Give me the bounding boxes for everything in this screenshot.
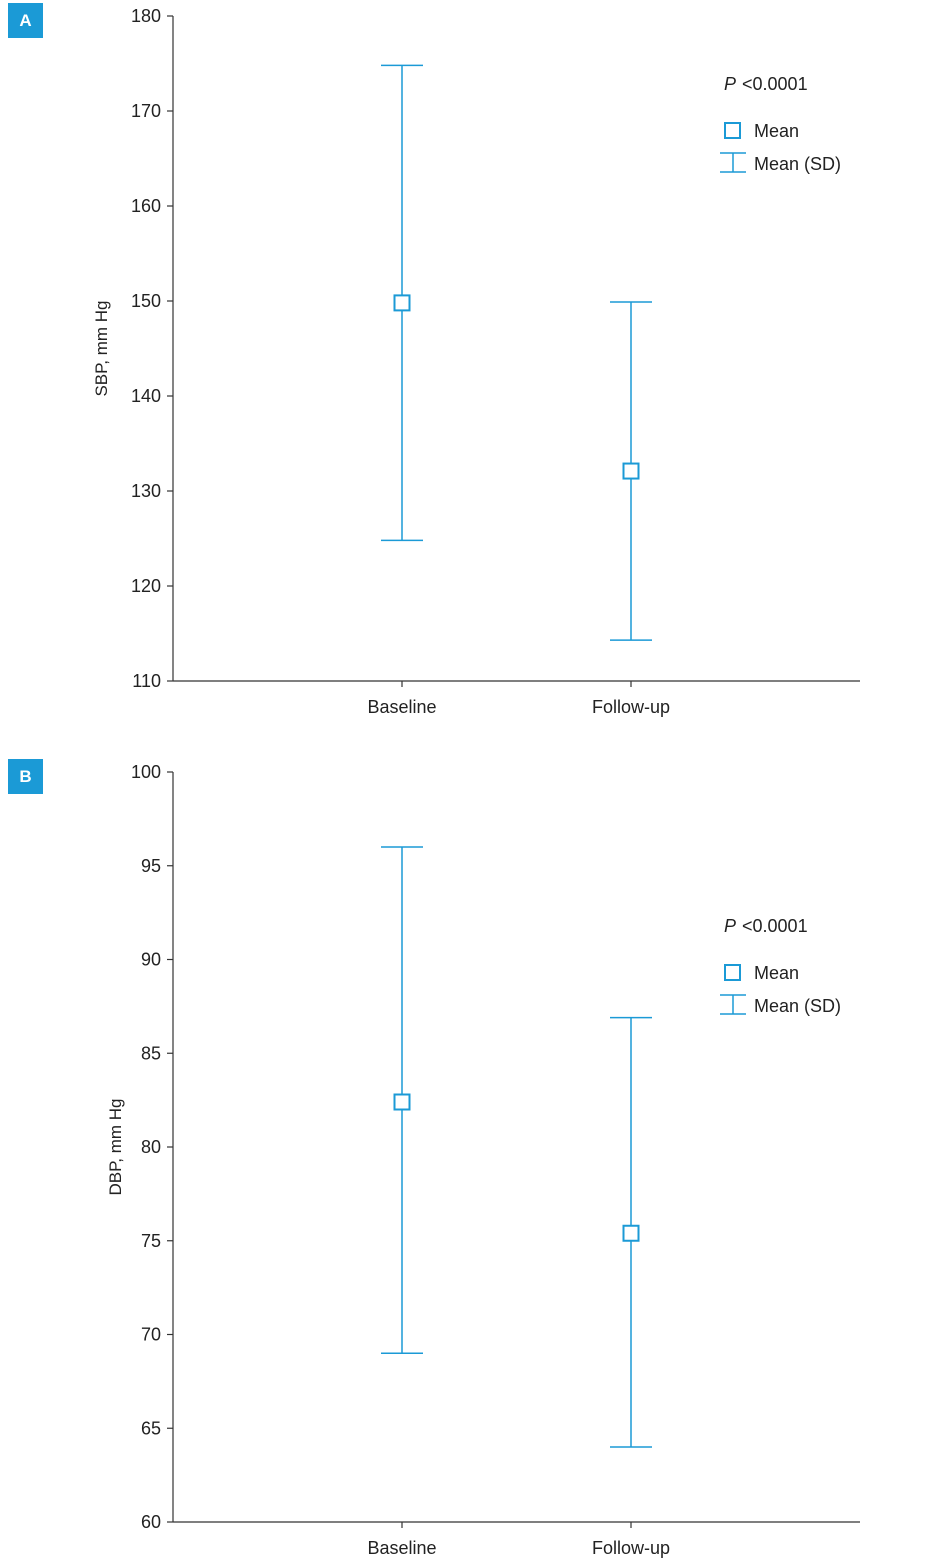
y-tick-label: 100 — [131, 762, 161, 782]
p-symbol: P — [724, 74, 736, 94]
legend-mean-swatch — [724, 964, 741, 981]
y-tick-label: 65 — [141, 1418, 161, 1438]
panel-label-b: B — [8, 759, 43, 794]
y-tick-label: 75 — [141, 1231, 161, 1251]
mean-marker — [393, 294, 411, 312]
y-tick-label: 180 — [131, 6, 161, 26]
p-value-annotation: P <0.0001 — [724, 74, 808, 94]
p-value-annotation: P <0.0001 — [724, 916, 808, 936]
x-tick-label: Follow-up — [592, 1538, 670, 1558]
y-tick-label: 160 — [131, 196, 161, 216]
chart-svg-a: 110 120 130 140 150 160 170 180 SBP, mm Hg Baseli… — [92, 6, 860, 717]
y-tick-label: 70 — [141, 1325, 161, 1345]
y-tick-label: 95 — [141, 856, 161, 876]
p-text: <0.0001 — [742, 74, 808, 94]
y-axis-title: SBP, mm Hg — [92, 300, 111, 396]
y-tick-label: 60 — [141, 1512, 161, 1532]
y-tick-label: 150 — [131, 291, 161, 311]
chart-panel-a: A 110 120 130 140 150 160 170 180 SBP, mm Hg Base… — [0, 0, 951, 740]
y-tick-label: 110 — [132, 671, 161, 691]
mean-marker — [622, 1224, 640, 1242]
mean-marker — [622, 462, 640, 480]
p-symbol: P — [724, 916, 736, 936]
legend-mean-label: Mean — [754, 121, 799, 141]
y-tick-label: 90 — [141, 950, 161, 970]
mean-marker — [393, 1093, 411, 1111]
legend-mean-label: Mean — [754, 963, 799, 983]
y-tick-label: 140 — [131, 386, 161, 406]
legend-sd-label: Mean (SD) — [754, 996, 841, 1016]
y-tick-label: 170 — [131, 101, 161, 121]
y-tick-label: 85 — [141, 1043, 161, 1063]
y-axis-title: DBP, mm Hg — [106, 1099, 125, 1196]
p-text: <0.0001 — [742, 916, 808, 936]
chart-panel-b: B 60 65 70 75 80 85 90 95 100 DBP, mm Hg Baseline F… — [0, 740, 951, 1560]
x-tick-label: Baseline — [367, 697, 436, 717]
legend-sd-label: Mean (SD) — [754, 154, 841, 174]
x-tick-label: Baseline — [367, 1538, 436, 1558]
x-tick-label: Follow-up — [592, 697, 670, 717]
panel-label-a: A — [8, 3, 43, 38]
legend-mean-swatch — [724, 122, 741, 139]
y-tick-label: 120 — [131, 576, 161, 596]
y-tick-label: 80 — [141, 1137, 161, 1157]
chart-svg-b: 60 65 70 75 80 85 90 95 100 DBP, mm Hg Baseline Fol… — [106, 762, 860, 1558]
y-tick-label: 130 — [131, 481, 161, 501]
